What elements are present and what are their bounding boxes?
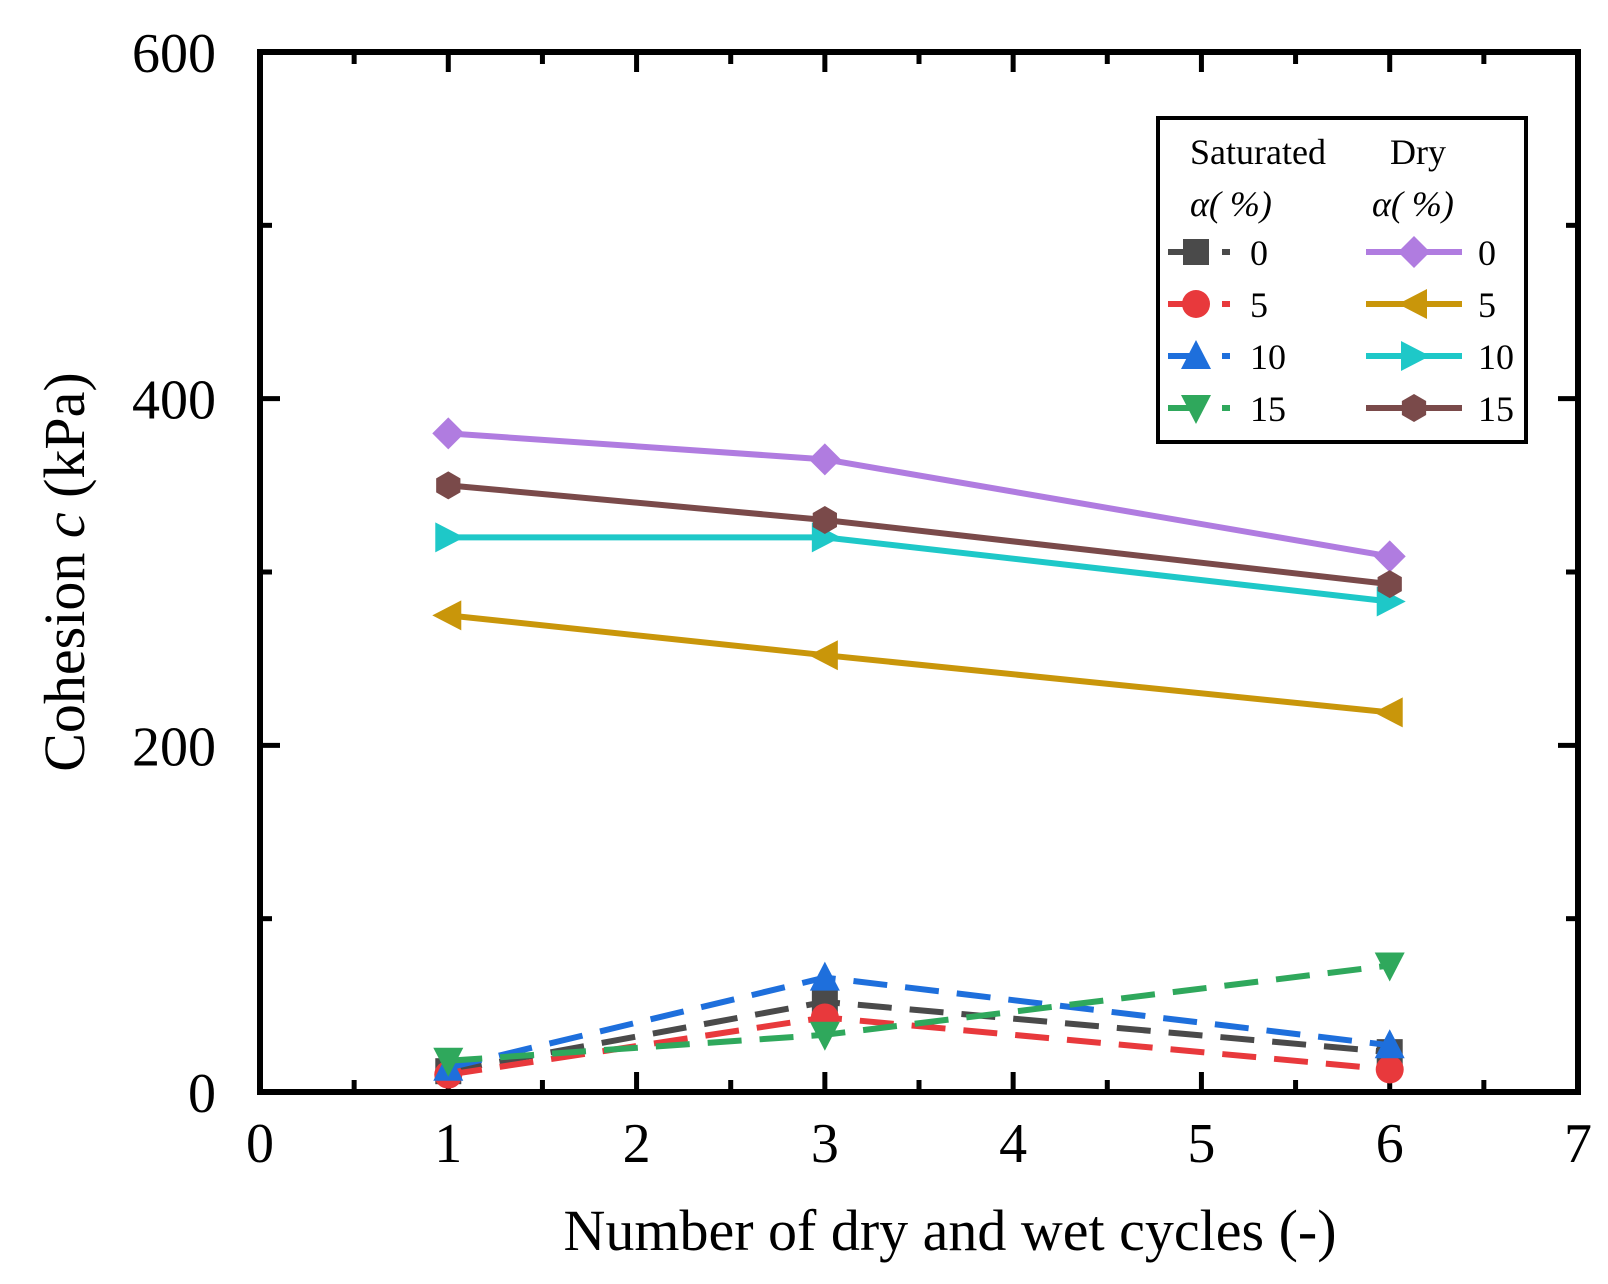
legend-label-saturated-0: 0 [1250,233,1268,273]
legend-box [1156,116,1528,444]
data-point-dry-0 [1373,540,1406,573]
y-axis-title-symbol: c [32,512,97,538]
plot-frame [257,49,1581,1095]
legend-marker-saturated-5 [1182,290,1210,318]
legend-alpha-dry: α( %) [1372,184,1454,224]
x-tick-label: 4 [999,1113,1027,1175]
series-dry-15 [436,471,1402,599]
x-tick-label: 5 [1187,1113,1215,1175]
y-tick-labels: 0 200 400 600 [132,23,216,1125]
data-point-dry-5 [432,600,462,631]
legend: Saturated Dry α( %) α( %) 0 5 10 15 0 5 10 15 [1156,116,1528,444]
legend-entry-dry-5: 5 [1366,285,1496,325]
legend-marker-dry-15 [1401,394,1427,422]
data-point-dry-0 [432,417,465,450]
legend-alpha-saturated: α( %) [1190,184,1272,224]
x-tick-label: 0 [246,1113,274,1175]
data-point-dry-0 [808,443,841,476]
data-point-dry-15 [1377,570,1402,599]
series-line-saturated-0 [447,998,1390,1075]
legend-marker-dry-0 [1398,236,1430,268]
legend-entry-saturated-10: 10 [1168,337,1286,377]
x-tick-label: 3 [811,1113,839,1175]
data-point-dry-5 [808,640,838,671]
data-point-dry-5 [1373,697,1403,728]
legend-entry-dry-10: 10 [1366,337,1514,377]
y-tick-label: 0 [188,1063,216,1125]
y-tick-label: 600 [132,23,216,85]
legend-marker-saturated-0 [1183,239,1209,265]
series-line-dry-5 [447,612,1391,716]
legend-entry-saturated-5: 5 [1168,285,1268,325]
legend-label-saturated-10: 10 [1250,337,1286,377]
series-dry-0 [432,417,1406,573]
series-layer [432,417,1406,1089]
data-point-dry-15 [436,471,461,500]
x-tick-label: 6 [1376,1113,1404,1175]
legend-marker-dry-5 [1398,289,1427,319]
series-dry-5 [432,600,1403,728]
legend-entries: 0 5 10 15 0 5 10 15 [1168,233,1514,429]
legend-label-dry-0: 0 [1478,233,1496,273]
data-point-saturated-10 [1374,1029,1405,1059]
legend-entry-dry-15: 15 [1366,389,1514,429]
y-tick-label: 200 [132,716,216,778]
legend-label-dry-5: 5 [1478,285,1496,325]
legend-marker-saturated-10 [1181,340,1211,369]
x-tick-labels: 0 1 2 3 4 5 6 7 [246,1113,1592,1175]
data-point-saturated-15 [1374,952,1405,982]
legend-entry-dry-0: 0 [1366,233,1496,273]
data-point-saturated-5 [1375,1055,1404,1084]
data-point-saturated-15 [809,1021,840,1051]
legend-marker-saturated-15 [1181,395,1211,424]
data-point-dry-10 [435,522,465,553]
legend-entry-saturated-15: 15 [1168,389,1286,429]
y-tick-label: 400 [132,370,216,432]
legend-header-saturated: Saturated [1190,132,1326,172]
y-axis-title-prefix: Cohesion [32,538,97,772]
x-axis-title: Number of dry and wet cycles (-) [563,1198,1336,1263]
legend-entry-saturated-0: 0 [1168,233,1268,273]
legend-label-dry-10: 10 [1478,337,1514,377]
legend-header-dry: Dry [1390,132,1446,172]
x-tick-label: 2 [623,1113,651,1175]
y-axis-title: Cohesion c (kPa) [32,372,97,772]
legend-label-dry-15: 15 [1478,389,1514,429]
legend-label-saturated-15: 15 [1250,389,1286,429]
series-saturated-15 [433,952,1405,1077]
legend-label-saturated-5: 5 [1250,285,1268,325]
data-point-dry-15 [812,506,837,534]
x-tick-label: 1 [434,1113,462,1175]
legend-marker-dry-10 [1401,341,1430,371]
data-point-saturated-10 [809,961,840,991]
y-axis-title-suffix: (kPa) [32,372,97,512]
data-point-saturated-15 [433,1047,464,1077]
x-tick-label: 7 [1564,1113,1592,1175]
